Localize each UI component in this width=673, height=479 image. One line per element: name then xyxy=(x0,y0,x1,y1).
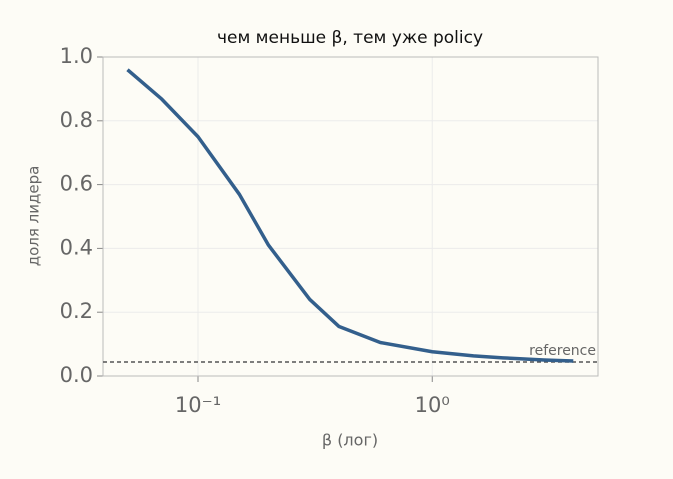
data-line xyxy=(126,68,574,363)
y-axis-label: доля лидера xyxy=(25,166,43,267)
y-tick-label: 0.2 xyxy=(60,299,93,323)
y-tick-label: 0.0 xyxy=(60,363,93,387)
y-tick-label: 0.6 xyxy=(60,172,93,196)
x-tick-label: 10⁰ xyxy=(415,393,450,417)
y-tick-label: 0.8 xyxy=(60,108,93,132)
reference-label: reference xyxy=(529,343,596,359)
x-tick-label: 10⁻¹ xyxy=(175,393,221,417)
chart-title: чем меньше β, тем уже policy xyxy=(217,28,483,48)
y-tick-label: 0.4 xyxy=(60,235,93,259)
plot-frame xyxy=(102,56,599,377)
y-tick-label: 1.0 xyxy=(60,44,93,68)
x-axis-label: β (лог) xyxy=(322,431,378,450)
